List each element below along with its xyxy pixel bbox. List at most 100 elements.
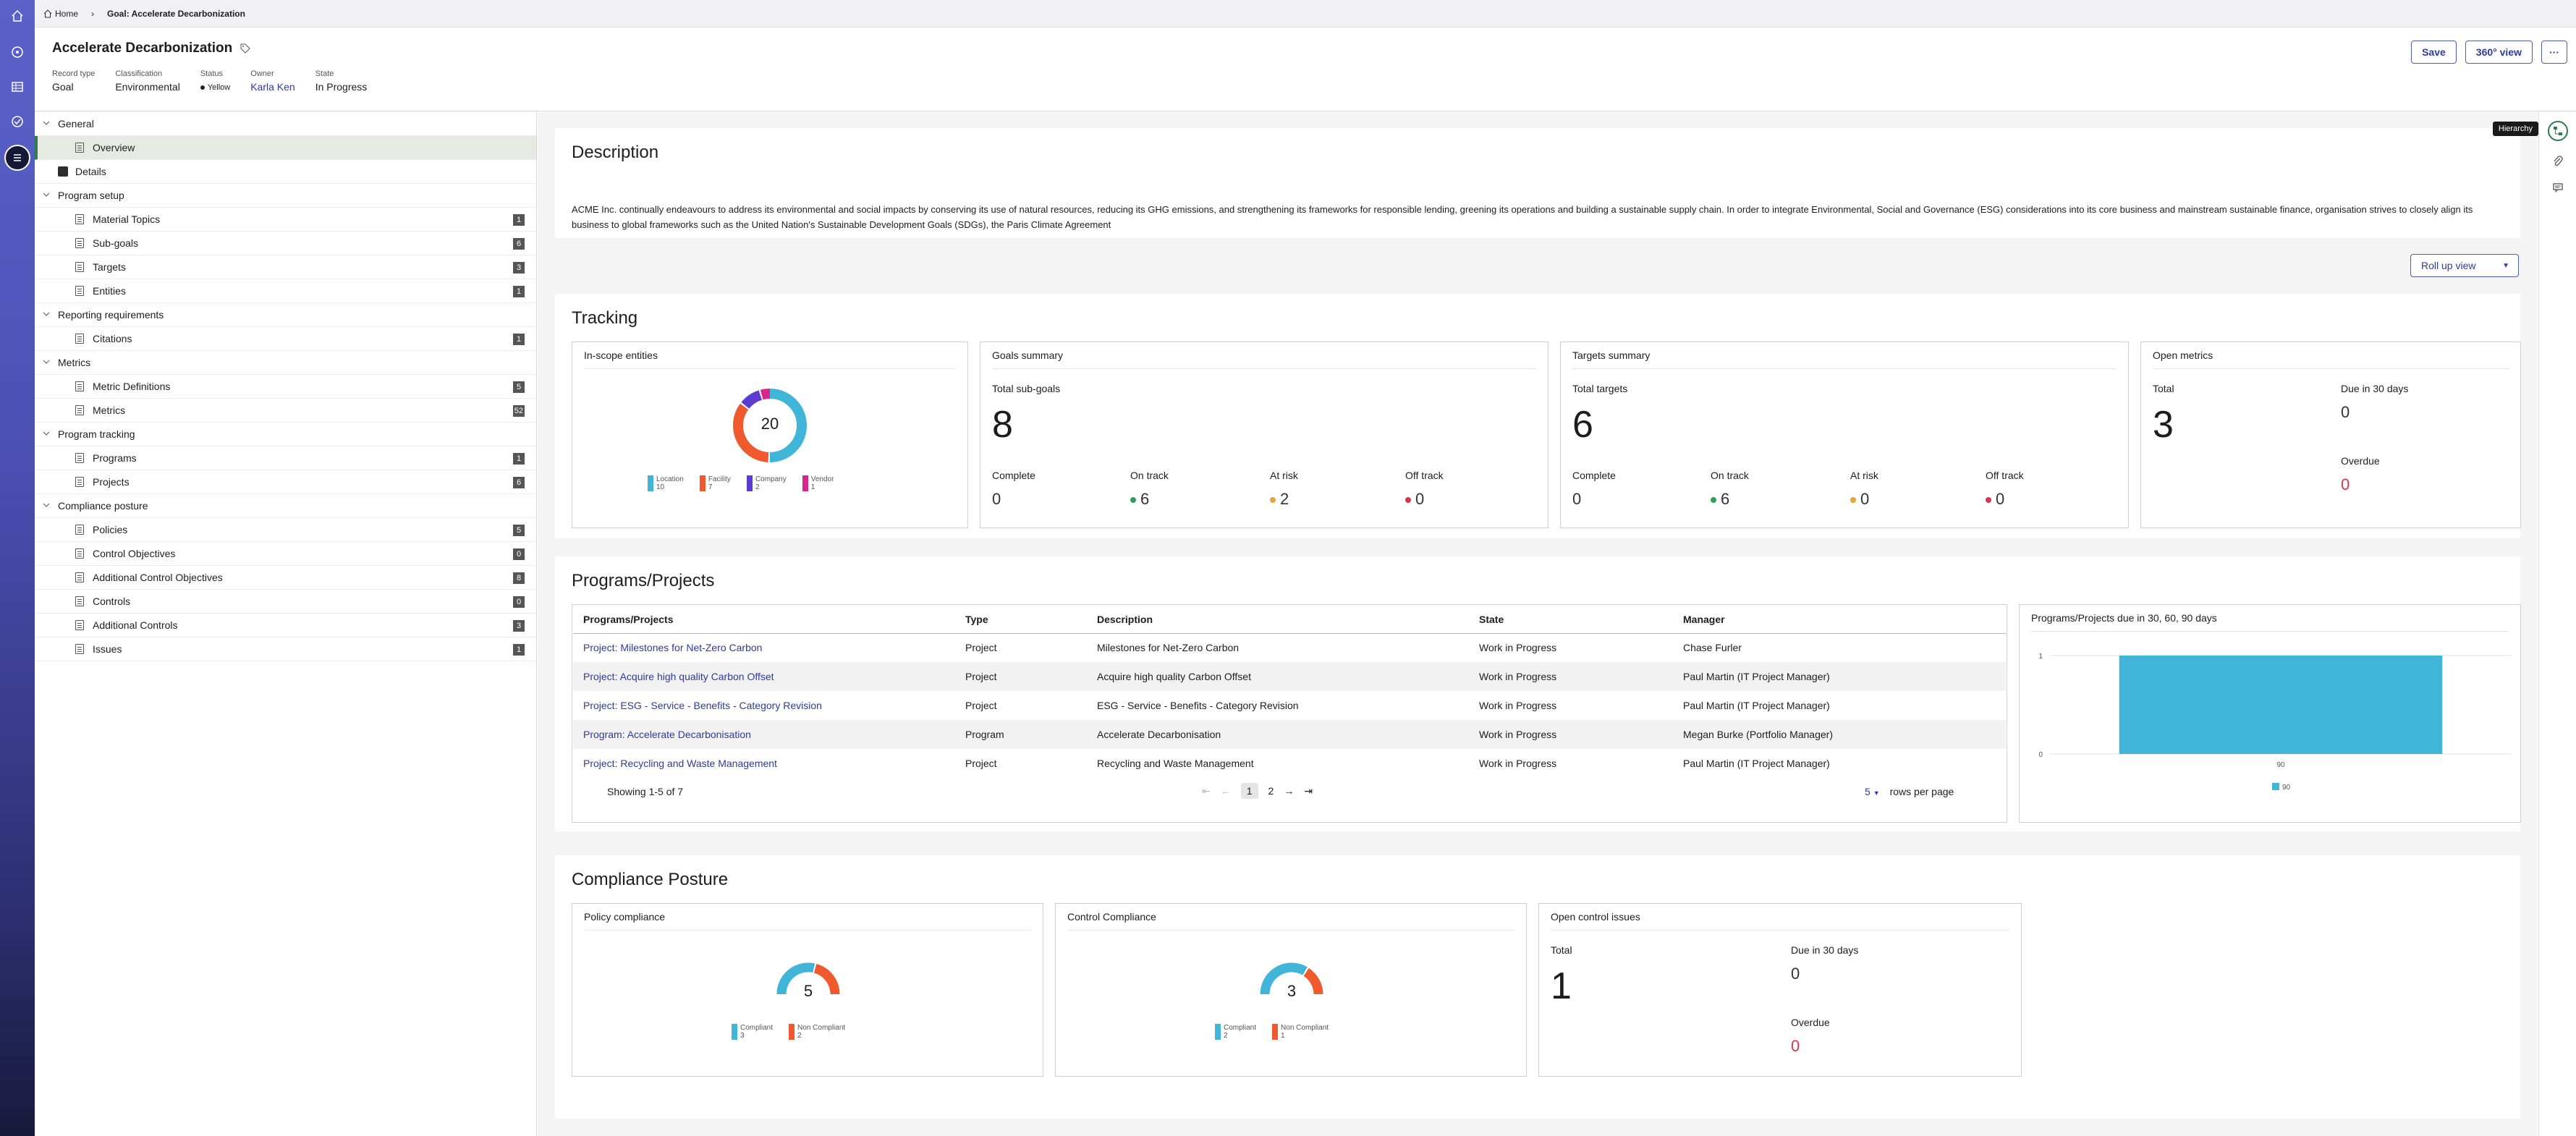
nav-item-sub-goals[interactable]: Sub-goals 6 bbox=[35, 232, 536, 255]
dashboard-icon[interactable] bbox=[9, 43, 26, 61]
record-link[interactable]: Project: Recycling and Waste Management bbox=[583, 758, 777, 769]
count-badge: 1 bbox=[513, 286, 525, 297]
page-button-1[interactable]: 1 bbox=[1240, 783, 1258, 799]
nav-item-label: Policies bbox=[93, 524, 128, 535]
owner-link[interactable]: Karla Ken bbox=[250, 81, 295, 93]
status-dot bbox=[1711, 497, 1716, 504]
nav-item-label: Overview bbox=[93, 142, 135, 153]
nav-group-reporting[interactable]: Reporting requirements bbox=[35, 303, 536, 327]
table-cell: Program bbox=[955, 720, 1087, 749]
last-page-icon[interactable]: ⇥ bbox=[1304, 784, 1313, 797]
first-page-icon[interactable]: ⇤ bbox=[1202, 784, 1211, 797]
compliance-panel: Compliance Posture Policy compliance 5 C… bbox=[555, 855, 2520, 1119]
status-dot bbox=[1405, 497, 1411, 504]
nav-item-entities[interactable]: Entities 1 bbox=[35, 279, 536, 303]
page-button-2[interactable]: 2 bbox=[1268, 785, 1274, 797]
nav-item-controls[interactable]: Controls 0 bbox=[35, 590, 536, 614]
breadcrumb-home[interactable]: Home bbox=[43, 9, 78, 19]
nav-item-metric-definitions[interactable]: Metric Definitions 5 bbox=[35, 375, 536, 399]
metric-label: At risk bbox=[1270, 470, 1298, 481]
column-header[interactable]: Programs/Projects bbox=[573, 606, 955, 634]
legend-value: 1 bbox=[810, 483, 815, 491]
360-view-button[interactable]: 360° view bbox=[2465, 41, 2533, 64]
section-title: Tracking bbox=[572, 308, 638, 328]
nav-item-additional-controls[interactable]: Additional Controls 3 bbox=[35, 614, 536, 637]
rows-per-page-select[interactable]: 5 ▼ bbox=[1865, 786, 1880, 797]
nav-item-overview[interactable]: Overview bbox=[35, 136, 536, 160]
field-classification: Classification Environmental bbox=[115, 69, 180, 93]
nav-item-policies[interactable]: Policies 5 bbox=[35, 518, 536, 542]
goals-offtrack: 0 bbox=[1405, 490, 1424, 509]
divider bbox=[1572, 368, 2117, 369]
section-title: Compliance Posture bbox=[572, 870, 729, 889]
status-dot bbox=[1850, 497, 1856, 504]
nav-item-control-objectives[interactable]: Control Objectives 0 bbox=[35, 542, 536, 566]
count-badge: 5 bbox=[513, 525, 525, 536]
goals-total: 8 bbox=[992, 404, 1013, 446]
legend-item: Compliant 2 bbox=[1215, 1024, 1256, 1040]
goals-ontrack: 6 bbox=[1130, 490, 1149, 509]
more-button[interactable]: ··· bbox=[2541, 41, 2567, 64]
divider bbox=[2031, 631, 2509, 632]
attachment-icon[interactable] bbox=[2552, 156, 2564, 171]
legend-swatch bbox=[746, 475, 753, 491]
hierarchy-icon[interactable] bbox=[2548, 121, 2568, 141]
donut-segment-facility bbox=[733, 389, 807, 462]
nav-group-compliance[interactable]: Compliance posture bbox=[35, 494, 536, 518]
inscope-total: 20 bbox=[760, 415, 779, 433]
record-link[interactable]: Project: Acquire high quality Carbon Off… bbox=[583, 671, 774, 682]
check-circle-icon[interactable] bbox=[9, 113, 26, 130]
next-page-icon[interactable]: → bbox=[1284, 785, 1295, 797]
legend-label: Vendor bbox=[810, 475, 834, 483]
nav-item-programs[interactable]: Programs 1 bbox=[35, 446, 536, 470]
due-chart: 1 0 90 90 bbox=[2038, 653, 2512, 792]
table-icon[interactable] bbox=[9, 78, 26, 96]
nav-group-label: Metrics bbox=[58, 357, 91, 368]
nav-item-metrics[interactable]: Metrics 52 bbox=[35, 399, 536, 423]
card-title: In-scope entities bbox=[584, 349, 658, 361]
home-icon[interactable] bbox=[9, 7, 26, 25]
status-dot bbox=[1130, 497, 1136, 504]
pagination-summary: Showing 1-5 of 7 bbox=[607, 786, 684, 797]
document-icon bbox=[75, 262, 84, 272]
nav-item-label: Entities bbox=[93, 285, 126, 297]
nav-item-citations[interactable]: Citations 1 bbox=[35, 327, 536, 351]
tag-icon[interactable] bbox=[240, 43, 251, 54]
column-header[interactable]: Manager bbox=[1673, 606, 2006, 634]
record-link[interactable]: Project: Milestones for Net-Zero Carbon bbox=[583, 642, 763, 654]
divider bbox=[2153, 368, 2509, 369]
list-icon[interactable] bbox=[4, 145, 30, 171]
issues-due: 0 bbox=[1791, 965, 1800, 983]
nav-item-material-topics[interactable]: Material Topics 1 bbox=[35, 208, 536, 232]
prev-page-icon[interactable]: ← bbox=[1220, 785, 1231, 797]
rollup-view-dropdown[interactable]: Roll up view ▼ bbox=[2410, 254, 2519, 277]
nav-group-program-tracking[interactable]: Program tracking bbox=[35, 423, 536, 446]
divider bbox=[1067, 930, 1514, 931]
column-header[interactable]: Description bbox=[1087, 606, 1469, 634]
nav-item-targets[interactable]: Targets 3 bbox=[35, 255, 536, 279]
nav-item-label: Metrics bbox=[93, 404, 126, 416]
legend-value: 3 bbox=[740, 1032, 745, 1040]
nav-item-details[interactable]: Details bbox=[35, 160, 536, 184]
field-owner: Owner Karla Ken bbox=[250, 69, 295, 93]
table-cell: Work in Progress bbox=[1469, 662, 1673, 691]
nav-item-projects[interactable]: Projects 6 bbox=[35, 470, 536, 494]
chat-icon[interactable] bbox=[2552, 182, 2564, 197]
nav-item-label: Metric Definitions bbox=[93, 381, 171, 392]
open-control-issues-card: Open control issues Total 1 Due in 30 da… bbox=[1538, 903, 2022, 1077]
record-header: Accelerate Decarbonization Record type Go… bbox=[35, 27, 2576, 111]
table-cell: Accelerate Decarbonisation bbox=[1087, 720, 1469, 749]
nav-group-metrics[interactable]: Metrics bbox=[35, 351, 536, 375]
record-link[interactable]: Program: Accelerate Decarbonisation bbox=[583, 729, 751, 740]
chevron-down-icon bbox=[43, 121, 50, 125]
column-header[interactable]: State bbox=[1469, 606, 1673, 634]
policy-legend: Compliant 3 Non Compliant 2 bbox=[732, 1024, 845, 1040]
column-header[interactable]: Type bbox=[955, 606, 1087, 634]
nav-item-issues[interactable]: Issues 1 bbox=[35, 637, 536, 661]
save-button[interactable]: Save bbox=[2411, 41, 2457, 64]
nav-group-general[interactable]: General bbox=[35, 112, 536, 136]
nav-group-program-setup[interactable]: Program setup bbox=[35, 184, 536, 208]
nav-item-additional-control-objectives[interactable]: Additional Control Objectives 8 bbox=[35, 566, 536, 590]
goals-complete: 0 bbox=[992, 490, 1001, 508]
record-link[interactable]: Project: ESG - Service - Benefits - Cate… bbox=[583, 700, 822, 711]
